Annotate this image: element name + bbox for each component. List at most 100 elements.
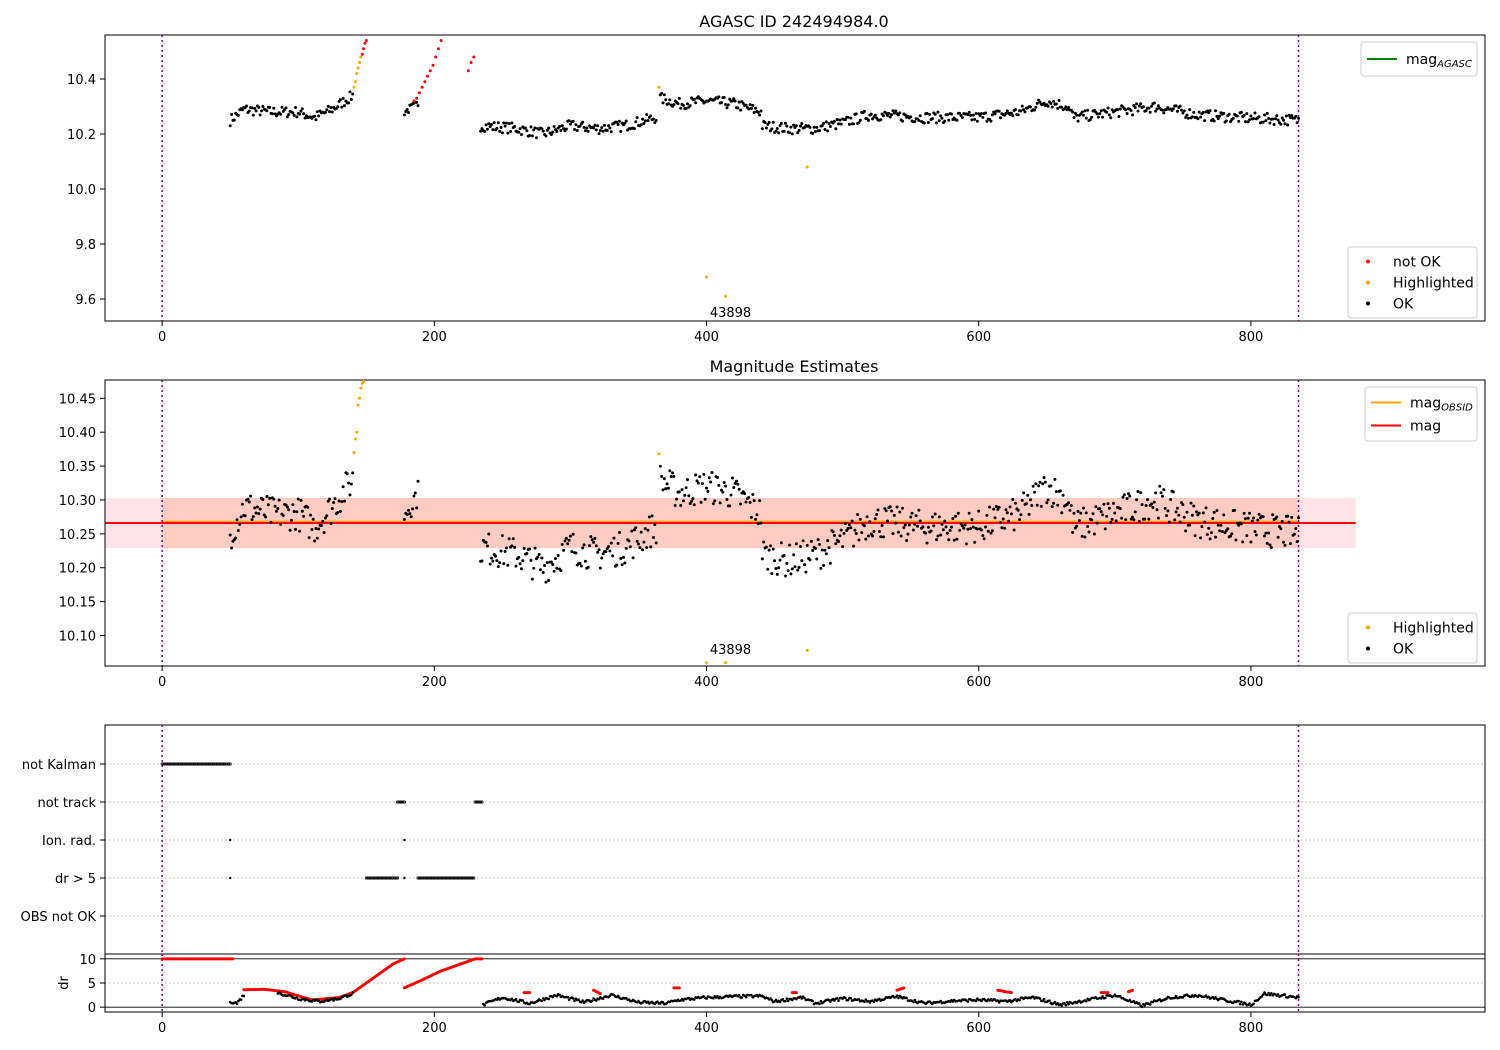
top-ok-point xyxy=(1192,110,1196,114)
top-ok-point xyxy=(1263,113,1267,117)
middle-ok-point xyxy=(480,559,484,563)
middle-ok-point xyxy=(249,494,253,498)
top-ok-point xyxy=(736,106,740,110)
middle-highlighted-point xyxy=(355,430,359,434)
top-xtick-label: 200 xyxy=(422,330,447,345)
top-ok-point xyxy=(507,122,511,126)
middle-ok-point xyxy=(511,537,515,541)
middle-ok-point xyxy=(937,515,941,519)
top-ok-point xyxy=(240,108,244,112)
top-ok-point xyxy=(496,121,500,125)
middle-ok-point xyxy=(1072,511,1076,515)
middle-ok-point xyxy=(796,568,800,572)
middle-ok-point xyxy=(1026,493,1030,497)
top-ok-point xyxy=(592,126,596,130)
panel-agasc-magnitude: AGASC ID 242494984.0 43898 0 200 400 600 800… xyxy=(67,12,1486,345)
top-ok-point xyxy=(685,102,689,106)
top-ok-point xyxy=(1197,110,1201,114)
middle-ok-point xyxy=(269,520,273,524)
middle-ok-point xyxy=(815,557,819,561)
dr-ok-point xyxy=(837,999,840,1002)
top-ok-point xyxy=(862,109,866,113)
top-ok-point xyxy=(1088,118,1092,122)
middle-ok-point xyxy=(756,522,760,526)
middle-ok-point xyxy=(485,544,489,548)
top-ok-point xyxy=(300,107,304,111)
top-ok-point xyxy=(1101,115,1105,119)
middle-ok-point xyxy=(797,565,801,569)
middle-ok-point xyxy=(687,494,691,498)
middle-ok-point xyxy=(1209,531,1213,535)
top-ok-point xyxy=(1182,109,1186,113)
middle-ok-point xyxy=(537,552,541,556)
top-ok-point xyxy=(792,123,796,127)
middle-ok-point xyxy=(778,558,782,562)
flag-point xyxy=(403,876,406,880)
top-ok-point xyxy=(347,101,351,105)
top-ok-point xyxy=(351,92,355,96)
middle-ok-point xyxy=(1084,511,1088,515)
dr-ok-point xyxy=(1103,996,1107,1000)
dr-not-ok-point xyxy=(794,991,798,995)
middle-ok-point xyxy=(1160,494,1164,498)
middle-ok-point xyxy=(597,548,601,552)
top-ok-point xyxy=(564,127,568,131)
middle-legend-lower-label: OK xyxy=(1393,642,1414,658)
middle-ok-point xyxy=(302,514,306,518)
middle-ok-point xyxy=(343,499,347,503)
middle-ok-point xyxy=(1019,513,1023,517)
middle-ok-point xyxy=(345,472,349,476)
top-ok-point xyxy=(937,119,941,123)
middle-ok-point xyxy=(1252,516,1256,520)
middle-xtick-label: 200 xyxy=(422,675,447,690)
middle-ok-point xyxy=(905,539,909,543)
top-legend-lower-label: Highlighted xyxy=(1393,276,1474,292)
top-ok-point xyxy=(1033,108,1037,112)
top-ok-point xyxy=(887,112,891,116)
top-ok-point xyxy=(741,101,745,105)
middle-ok-point xyxy=(551,562,555,566)
top-ok-point xyxy=(1082,113,1086,117)
top-ok-point xyxy=(1222,111,1226,115)
middle-ok-point xyxy=(1216,523,1220,527)
top-ok-point xyxy=(513,124,517,128)
middle-ok-point xyxy=(1069,504,1073,508)
top-ok-point xyxy=(822,121,826,125)
middle-ok-point xyxy=(956,511,960,515)
dr-ok-point xyxy=(1143,1004,1147,1007)
dr-ok-point xyxy=(601,997,605,1000)
middle-ok-point xyxy=(695,479,699,483)
top-ok-point xyxy=(726,103,730,107)
dr-ok-point xyxy=(692,998,696,1001)
middle-ok-point xyxy=(1107,506,1111,510)
top-ok-point xyxy=(681,103,685,107)
top-ok-point xyxy=(253,106,257,110)
middle-ok-point xyxy=(703,497,707,501)
middle-ok-point xyxy=(1264,531,1268,535)
top-ok-point xyxy=(596,124,600,128)
dr-ok-point xyxy=(803,996,806,1000)
middle-ok-point xyxy=(530,577,534,581)
middle-ok-point xyxy=(518,562,522,566)
top-ok-point xyxy=(730,99,734,103)
top-ok-point xyxy=(1076,119,1080,123)
middle-ok-point xyxy=(1101,513,1105,517)
middle-ok-point xyxy=(1155,508,1159,512)
dr-ok-point xyxy=(1084,999,1088,1003)
top-ok-point xyxy=(547,126,551,130)
middle-ok-point xyxy=(808,558,812,562)
top-ok-point xyxy=(1267,116,1271,120)
middle-ok-point xyxy=(994,505,998,509)
middle-ok-point xyxy=(713,499,717,503)
middle-highlighted-point xyxy=(362,379,366,383)
middle-ok-point xyxy=(1173,518,1177,522)
top-ok-point xyxy=(601,129,605,133)
middle-ok-point xyxy=(691,497,695,501)
middle-ok-point xyxy=(276,507,280,511)
middle-ok-point xyxy=(694,473,698,477)
middle-ok-point xyxy=(624,546,628,550)
dr-ok-point xyxy=(974,999,978,1003)
top-ok-point xyxy=(573,127,577,131)
middle-ok-point xyxy=(751,492,755,496)
top-ok-point xyxy=(236,114,240,118)
